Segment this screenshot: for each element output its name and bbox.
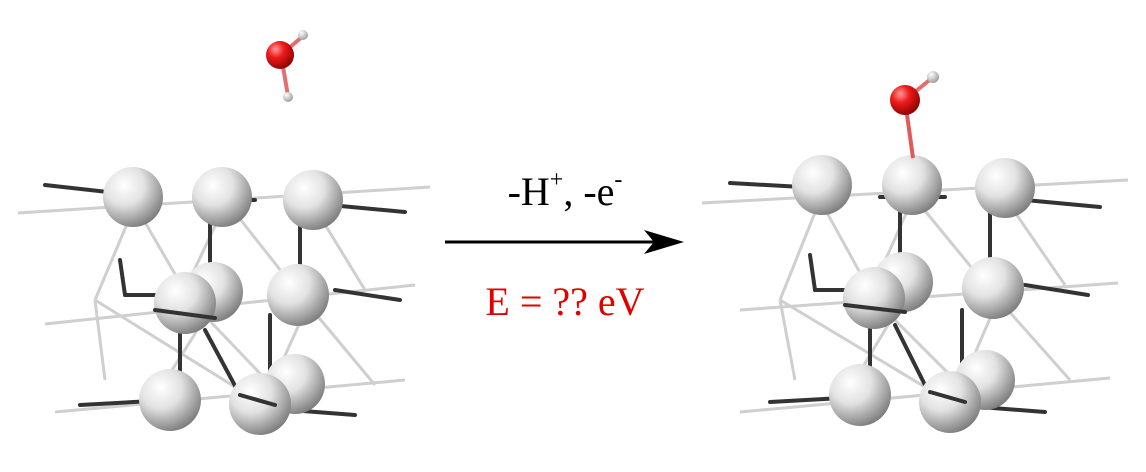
metal-atom <box>882 155 942 215</box>
water-molecule <box>266 30 308 102</box>
metal-atom <box>154 272 216 334</box>
metal-atom <box>267 264 329 326</box>
hydrogen-atom <box>927 71 939 83</box>
metal-atom <box>283 170 343 230</box>
proton-charge: + <box>549 166 564 193</box>
hydroxyl-group <box>890 71 939 159</box>
metal-atom <box>843 267 905 329</box>
oxygen-atom <box>890 85 920 115</box>
proton-loss: -H <box>507 169 550 214</box>
hydrogen-atom <box>298 30 308 40</box>
right-slab <box>701 155 1129 433</box>
reaction-arrow <box>445 230 684 254</box>
hydrogen-atom <box>283 92 293 102</box>
metal-atom <box>919 371 981 433</box>
oxygen-atom <box>266 41 294 69</box>
metal-atom <box>975 158 1035 218</box>
metal-atom <box>229 373 291 435</box>
metal-atom <box>829 364 891 426</box>
reaction-condition-label: -H+, -e- <box>470 166 660 215</box>
metal-atom <box>139 369 201 431</box>
electron-charge: - <box>614 166 623 193</box>
separator: , <box>563 169 584 214</box>
metal-atom <box>962 257 1024 319</box>
metal-atom <box>792 155 852 215</box>
left-slab <box>17 167 431 435</box>
metal-atom <box>192 167 252 227</box>
electron-loss: -e <box>583 169 615 214</box>
metal-atom <box>103 167 163 227</box>
energy-label: E = ?? eV <box>485 279 645 324</box>
